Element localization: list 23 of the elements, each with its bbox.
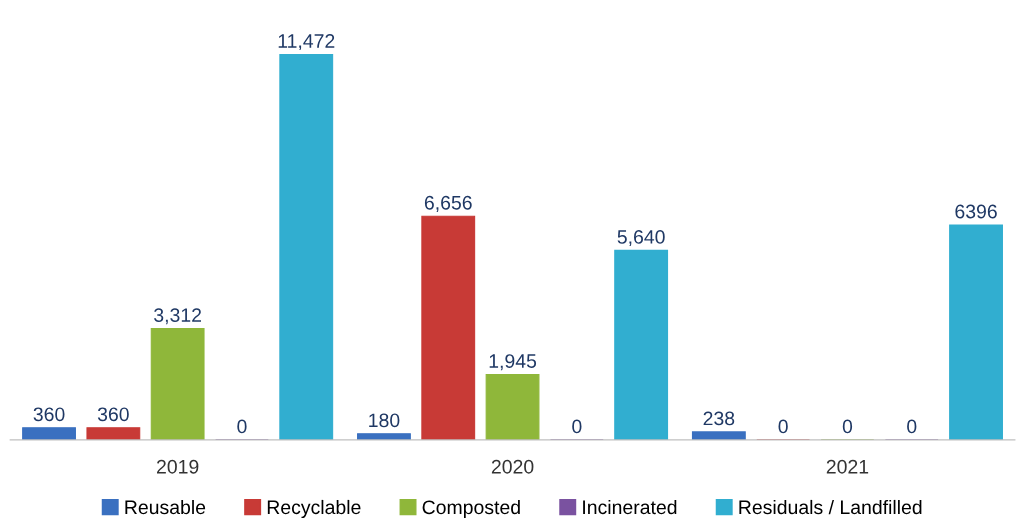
- data-label: 3,312: [154, 308, 202, 325]
- x-tick-label: 2019: [157, 459, 199, 474]
- data-label: 360: [97, 407, 129, 422]
- data-label: 5,640: [617, 230, 665, 247]
- data-label: 0: [778, 419, 788, 434]
- data-label: 0: [572, 419, 582, 434]
- legend-label: Reusable: [125, 499, 206, 515]
- x-tick-label: 2021: [826, 459, 869, 474]
- legend-label: Residuals / Landfilled: [739, 499, 922, 515]
- data-label: 11,472: [278, 34, 335, 51]
- x-tick-label: 2020: [491, 459, 534, 474]
- legend-label: Composted: [422, 499, 520, 519]
- data-label: 1,945: [489, 354, 537, 371]
- legend-label: Recyclable: [267, 499, 361, 519]
- data-label: 238: [703, 411, 735, 426]
- data-label: 180: [369, 413, 400, 428]
- data-label: 360: [33, 407, 65, 422]
- legend-label: Incinerated: [583, 499, 677, 515]
- data-label: 0: [237, 419, 247, 434]
- data-label: 6,656: [424, 195, 472, 212]
- data-label: 0: [907, 419, 917, 434]
- data-label: 0: [842, 419, 853, 434]
- data-label: 6396: [955, 204, 997, 219]
